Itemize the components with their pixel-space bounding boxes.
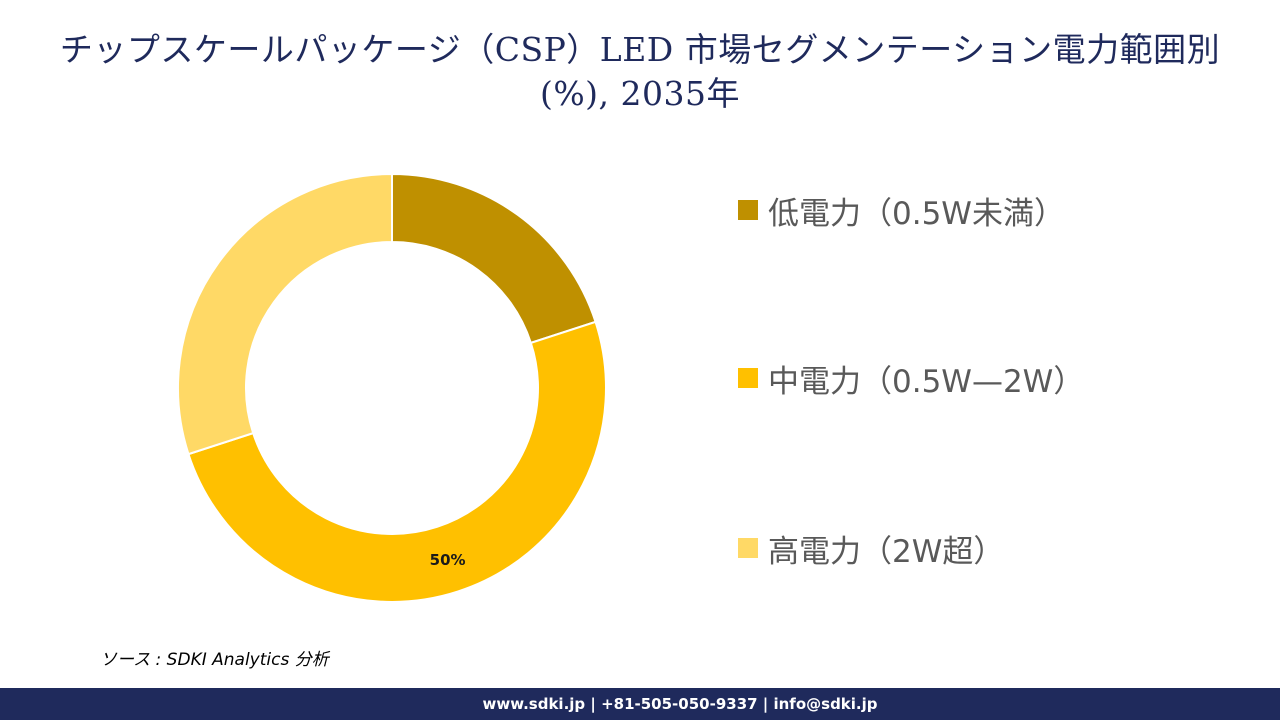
chart-title: チップスケールパッケージ（CSP）LED 市場セグメンテーション電力範囲別 (%…: [59, 30, 1221, 113]
legend-item-low-power: 低電力（0.5W未満）: [738, 180, 1065, 240]
legend-item-high-power: 高電力（2W超）: [738, 518, 1004, 578]
footer-contact: www.sdki.jp | +81-505-050-9337 | info@sd…: [482, 695, 878, 713]
data-label-mid-power: 50%: [430, 551, 466, 569]
legend-swatch-mid-power: [738, 368, 758, 388]
source-note: ソース : SDKI Analytics 分析: [100, 650, 329, 670]
legend-swatch-low-power: [738, 200, 758, 220]
donut-slice-mid-power: [187, 320, 607, 603]
donut-slice-high-power: [177, 172, 393, 456]
legend-label-high-power: 高電力（2W超）: [768, 533, 1005, 570]
legend-label-mid-power: 中電力（0.5W—2W）: [768, 363, 1085, 400]
legend-item-mid-power: 中電力（0.5W—2W）: [738, 348, 1084, 408]
donut-slice-low-power: [391, 172, 597, 345]
legend-label-low-power: 低電力（0.5W未満）: [768, 195, 1065, 232]
legend-swatch-high-power: [738, 538, 758, 558]
footer-bar: www.sdki.jp | +81-505-050-9337 | info@sd…: [0, 688, 1280, 720]
